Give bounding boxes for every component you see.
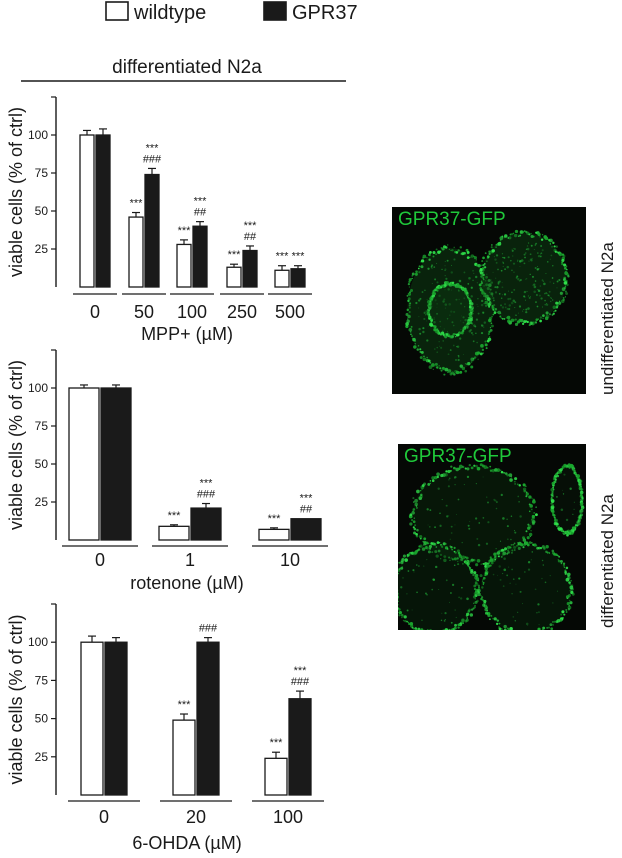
micrograph-label: GPR37-GFP — [398, 209, 506, 230]
y-tick-label: 75 — [35, 166, 49, 180]
bar-wildtype — [158, 525, 190, 541]
bar-gpr37 — [104, 641, 128, 796]
bar-wildtype — [258, 528, 290, 541]
y-tick-label: 100 — [28, 635, 48, 649]
side-label-undifferentiated: undifferentiated N2a — [598, 242, 617, 395]
significance-label: ### — [291, 676, 310, 688]
micrograph-undifferentiated: GPR37-GFP — [392, 207, 586, 394]
bar-gpr37 — [100, 387, 132, 541]
legend-label: wildtype — [133, 2, 206, 24]
bar-gpr37 — [290, 518, 322, 541]
x-axis-label: MPP+ (µM) — [141, 324, 233, 344]
y-tick-label: 25 — [35, 242, 49, 256]
significance-label: ## — [194, 207, 207, 219]
significance-label: ## — [244, 231, 257, 243]
bar-gpr37 — [95, 134, 111, 288]
significance-label: *** — [294, 665, 308, 677]
y-axis-label: viable cells (% of ctrl) — [6, 614, 26, 784]
x-tick-label: 1 — [185, 550, 195, 570]
significance-label: ## — [300, 504, 313, 516]
micrograph-label: GPR37-GFP — [404, 446, 512, 467]
panel-header: differentiated N2a — [112, 57, 262, 78]
y-tick-label: 50 — [35, 457, 49, 471]
x-axis-label: rotenone (µM) — [130, 573, 243, 593]
bar-wildtype — [79, 134, 95, 288]
y-tick-label: 25 — [35, 495, 49, 509]
significance-label: *** — [292, 251, 306, 263]
significance-label: ### — [199, 623, 218, 635]
significance-label: *** — [270, 737, 284, 749]
bar-wildtype — [68, 387, 100, 541]
significance-label: *** — [178, 699, 192, 711]
bar-gpr37 — [190, 507, 222, 541]
x-tick-label: 10 — [280, 550, 300, 570]
bar-gpr37 — [144, 173, 160, 288]
legend-swatch — [263, 1, 287, 21]
x-tick-label: 20 — [186, 807, 206, 827]
significance-label: *** — [146, 142, 160, 154]
legend-label: GPR37 — [292, 2, 358, 24]
bar-wildtype — [80, 641, 104, 796]
bar-gpr37 — [290, 268, 306, 288]
x-tick-label: 0 — [90, 302, 100, 322]
side-label-differentiated: differentiated N2a — [598, 494, 617, 628]
x-tick-label: 50 — [134, 302, 154, 322]
significance-label: *** — [194, 196, 208, 208]
y-axis-label: viable cells (% of ctrl) — [6, 107, 26, 277]
significance-label: *** — [178, 225, 192, 237]
y-tick-label: 25 — [35, 750, 49, 764]
x-tick-label: 500 — [275, 302, 305, 322]
micrograph-fluorescence — [398, 463, 585, 630]
x-tick-label: 0 — [99, 807, 109, 827]
bar-gpr37 — [196, 641, 220, 796]
x-tick-label: 100 — [177, 302, 207, 322]
y-tick-label: 75 — [35, 419, 49, 433]
significance-label: *** — [300, 493, 314, 505]
bar-wildtype — [264, 757, 288, 796]
y-tick-label: 75 — [35, 673, 49, 687]
bar-wildtype — [274, 269, 290, 288]
significance-label: *** — [130, 198, 144, 210]
significance-label: ### — [143, 153, 162, 165]
significance-label: *** — [268, 513, 282, 525]
x-tick-label: 250 — [227, 302, 257, 322]
significance-label: *** — [276, 251, 290, 263]
x-axis-label: 6-OHDA (µM) — [132, 833, 241, 853]
y-tick-label: 50 — [35, 712, 49, 726]
significance-label: ### — [197, 489, 216, 501]
significance-label: *** — [200, 478, 214, 490]
y-axis-label: viable cells (% of ctrl) — [6, 360, 26, 530]
bar-wildtype — [226, 266, 242, 288]
significance-label: *** — [168, 510, 182, 522]
significance-label: *** — [228, 249, 242, 261]
bar-wildtype — [128, 216, 144, 288]
y-tick-label: 100 — [28, 381, 48, 395]
legend-swatch — [105, 1, 129, 21]
micrograph-differentiated: GPR37-GFP — [398, 444, 586, 630]
bar-gpr37 — [192, 225, 208, 288]
bar-wildtype — [176, 243, 192, 288]
x-tick-label: 100 — [273, 807, 303, 827]
bar-gpr37 — [242, 249, 258, 288]
bar-wildtype — [172, 719, 196, 796]
bar-gpr37 — [288, 698, 312, 796]
x-tick-label: 0 — [95, 550, 105, 570]
micrograph-fluorescence — [405, 229, 570, 376]
y-tick-label: 50 — [35, 204, 49, 218]
significance-label: *** — [244, 220, 258, 232]
y-tick-label: 100 — [28, 128, 48, 142]
